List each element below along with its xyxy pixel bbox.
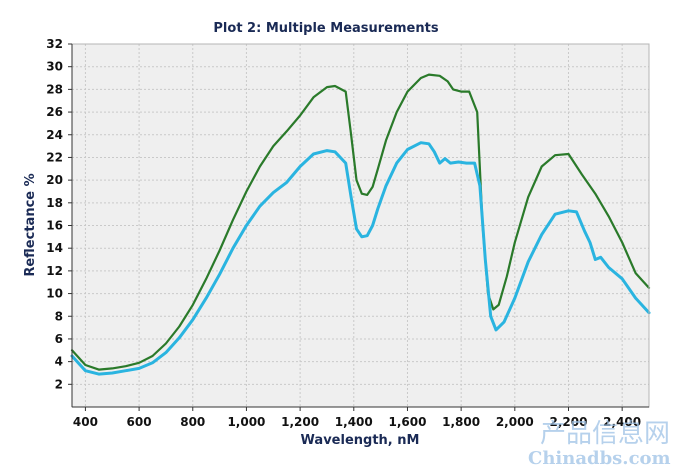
x-tick-label: 600 <box>127 415 152 429</box>
chart-title: Plot 2: Multiple Measurements <box>213 21 438 36</box>
watermark-chinese: 产品信息网 <box>540 419 670 449</box>
y-tick-label: 28 <box>46 82 63 96</box>
y-axis-label: Reflectance % <box>23 173 38 276</box>
y-tick-label: 4 <box>55 355 63 369</box>
y-tick-label: 8 <box>55 309 63 323</box>
x-tick-label: 1,400 <box>335 415 373 429</box>
x-tick-label: 400 <box>73 415 98 429</box>
y-tick-label: 16 <box>46 219 63 233</box>
x-axis-label: Wavelength, nM <box>301 433 420 448</box>
series-group <box>70 73 651 376</box>
x-tick-label: 1,600 <box>388 415 426 429</box>
y-tick-label: 30 <box>46 60 63 74</box>
x-tick-label: 2,400 <box>603 415 641 429</box>
y-tick-label: 24 <box>46 128 63 142</box>
y-tick-label: 32 <box>46 37 63 51</box>
watermark-url: Chinadbs.com <box>528 448 671 469</box>
y-tick-label: 10 <box>46 287 63 301</box>
x-tick-labels: 400 600 800 1,000 1,200 1,400 1,600 1,800 2,000 2… <box>73 415 641 429</box>
y-tick-label: 18 <box>46 196 63 210</box>
x-tick-label: 2,200 <box>550 415 588 429</box>
x-tick-label: 1,800 <box>442 415 480 429</box>
x-tick-label: 1,200 <box>281 415 319 429</box>
y-tick-label: 14 <box>46 241 63 255</box>
series-line-1 <box>70 73 651 371</box>
y-tick-label: 6 <box>55 332 63 346</box>
axes <box>68 43 650 411</box>
series-line-2 <box>70 141 651 376</box>
y-tick-label: 20 <box>46 173 63 187</box>
x-tick-label: 800 <box>180 415 205 429</box>
x-tick-label: 1,000 <box>227 415 265 429</box>
y-tick-label: 2 <box>55 377 63 391</box>
y-tick-label: 12 <box>46 264 63 278</box>
y-tick-label: 22 <box>46 150 63 164</box>
x-tick-label: 2,000 <box>496 415 534 429</box>
y-tick-label: 26 <box>46 105 63 119</box>
